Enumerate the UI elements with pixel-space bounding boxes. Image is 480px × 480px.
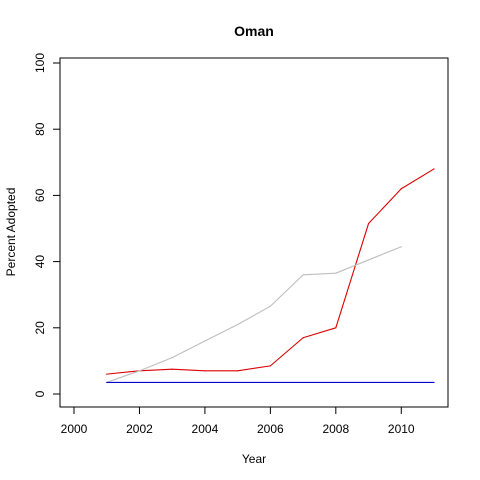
series-line-2 <box>106 246 402 383</box>
series-2-point <box>335 272 337 274</box>
y-tick-label: 0 <box>33 390 47 397</box>
y-tick-label: 40 <box>33 255 47 269</box>
series-2-point <box>400 246 402 248</box>
x-axis: 2000 2002 2004 2006 2008 2010 <box>61 406 415 436</box>
x-tick-label: 2002 <box>126 422 153 436</box>
series-2-point <box>269 305 271 307</box>
series-line-1 <box>106 168 435 375</box>
plot-frame <box>59 57 449 408</box>
series-1-point <box>171 368 173 370</box>
series-3-point <box>367 381 370 384</box>
series-1-point <box>106 373 108 375</box>
series-3-point <box>335 381 337 384</box>
y-tick-label: 100 <box>33 53 47 73</box>
x-tick-label: 2010 <box>388 422 415 436</box>
series-2-point <box>138 370 141 372</box>
y-axis: 0 20 40 60 80 100 <box>33 53 61 397</box>
series-2-point <box>171 356 173 359</box>
y-axis-label: Percent Adopted <box>4 188 18 277</box>
series-3-point <box>400 381 402 384</box>
series-3-point <box>138 381 141 384</box>
series-1-point <box>302 337 304 339</box>
series-3-point <box>106 381 108 384</box>
series-1-point <box>367 222 370 225</box>
series-2-point <box>204 340 206 342</box>
series-3-point <box>204 381 206 384</box>
series-2-point <box>302 274 304 276</box>
series-3-point <box>269 381 271 384</box>
y-tick-label: 20 <box>33 321 47 335</box>
y-tick-label: 80 <box>33 122 47 136</box>
chart-title: Oman <box>234 23 274 39</box>
series-3-point <box>433 381 435 384</box>
series-layer <box>106 168 435 384</box>
series-1-point <box>269 365 271 367</box>
series-1-point <box>237 370 239 372</box>
series-2-point <box>367 259 370 261</box>
series-1-point <box>204 370 206 372</box>
series-2-point <box>237 323 239 326</box>
x-axis-label: Year <box>242 452 266 466</box>
x-tick-label: 2000 <box>61 422 88 436</box>
series-1-point <box>400 188 402 190</box>
series-1-point <box>335 327 337 329</box>
series-3-point <box>237 381 239 384</box>
y-tick-label: 60 <box>33 188 47 202</box>
series-3-point <box>171 381 173 384</box>
series-3-point <box>302 381 304 384</box>
x-tick-label: 2008 <box>322 422 349 436</box>
series-1-point <box>433 168 435 170</box>
x-tick-label: 2004 <box>192 422 219 436</box>
x-tick-label: 2006 <box>257 422 284 436</box>
